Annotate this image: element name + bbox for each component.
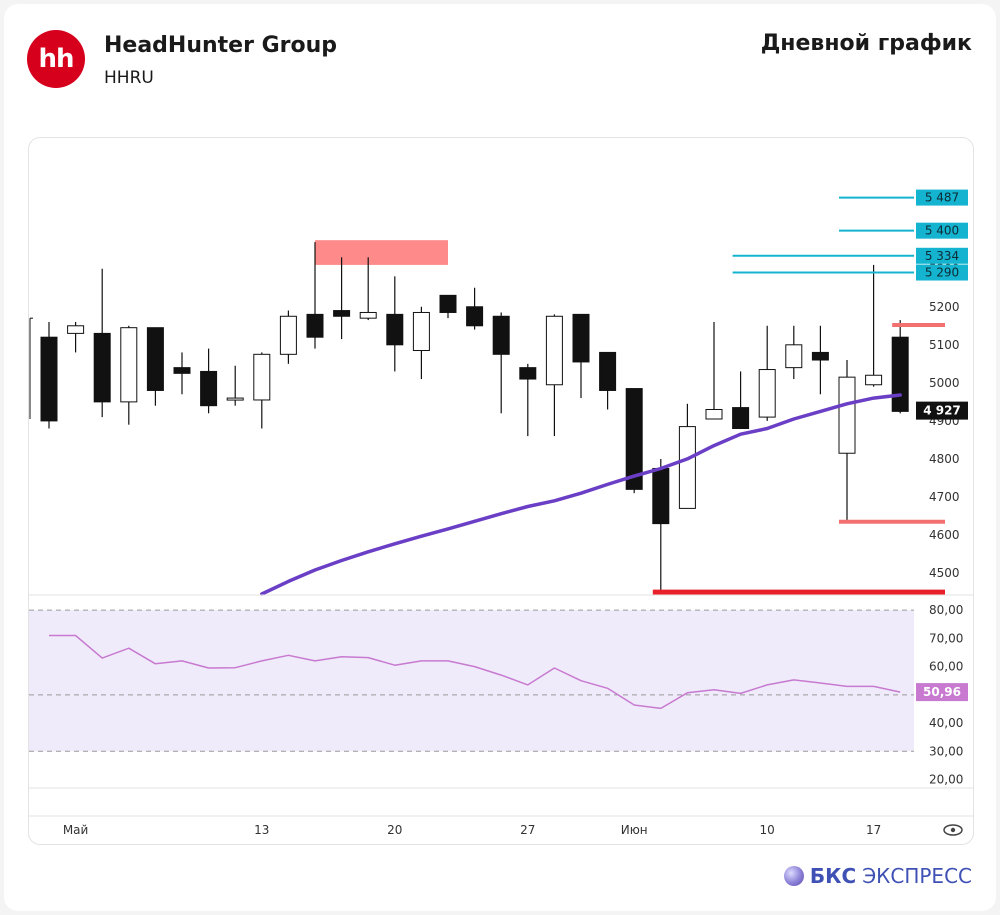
candle-body — [625, 388, 643, 490]
candle-body — [226, 397, 244, 401]
candle-body — [678, 426, 696, 509]
rsi-last-label: 50,96 — [923, 685, 961, 699]
candle-body — [200, 370, 218, 407]
level-label: 5 487 — [925, 191, 959, 205]
x-tick-label: Июн — [621, 823, 648, 837]
candle-body — [120, 327, 138, 403]
candle-body — [67, 325, 85, 334]
level-label-bg — [916, 247, 968, 264]
candle-body — [811, 351, 829, 361]
candle-body — [865, 374, 883, 386]
candle-body — [279, 315, 297, 355]
candle-body — [492, 315, 510, 355]
company-logo: hh — [27, 30, 85, 88]
price-tick-label: 5000 — [929, 376, 960, 390]
brand-rest: ЭКСПРЕСС — [862, 864, 972, 888]
candle-body — [412, 311, 430, 352]
x-tick-label: 13 — [254, 823, 269, 837]
eye-icon — [943, 824, 963, 836]
last-price-label: 4 927 — [923, 404, 961, 418]
rsi-tick-label: 80,00 — [929, 603, 963, 617]
candle-body — [545, 315, 563, 386]
rsi-band — [29, 610, 914, 752]
price-tick-label: 4700 — [929, 490, 960, 504]
candle-body — [253, 353, 271, 401]
resistance-zone — [315, 240, 448, 265]
x-tick-label: 20 — [387, 823, 402, 837]
rsi-tick-label: 70,00 — [929, 631, 963, 645]
price-tick-label: 4500 — [929, 566, 960, 580]
candle-body — [891, 336, 909, 412]
level-label-bg — [916, 189, 968, 206]
candle-body — [93, 332, 111, 403]
candle-body — [652, 467, 670, 525]
rsi-last-bg — [916, 683, 968, 702]
candle-body — [599, 351, 617, 391]
rsi-tick-label: 60,00 — [929, 660, 963, 674]
x-tick-label: 10 — [760, 823, 775, 837]
last-price-bg — [916, 401, 968, 420]
brand-sphere-icon — [783, 866, 804, 886]
candle-body — [306, 313, 324, 338]
company-name: HeadHunter Group — [104, 33, 338, 58]
candle-body — [466, 306, 484, 327]
price-tick-label: 4800 — [929, 452, 960, 466]
chart-svg: 4500460047004800490050005100520053005 48… — [29, 189, 973, 837]
candle-body — [359, 311, 377, 319]
x-tick-label: 27 — [520, 823, 535, 837]
level-label: 5 400 — [925, 224, 959, 238]
candle-body — [173, 367, 191, 374]
chart-panel: 4500460047004800490050005100520053005 48… — [28, 137, 974, 845]
x-tick-label: 17 — [866, 823, 881, 837]
price-tick-label: 5100 — [929, 338, 960, 352]
moving-average-line — [260, 393, 902, 596]
eye-icon-pupil — [950, 827, 956, 833]
rsi-tick-label: 40,00 — [929, 716, 963, 730]
rsi-line — [49, 634, 901, 710]
candle-body — [519, 367, 537, 380]
x-tick-label: Май — [63, 823, 89, 837]
brand-bold: БКС — [809, 864, 857, 888]
candle-body — [758, 369, 776, 418]
candle-body — [572, 313, 590, 363]
candle-body — [386, 313, 404, 346]
ticker-symbol: HHRU — [104, 68, 154, 88]
logo-text: hh — [38, 44, 74, 74]
chart-period-title: Дневной график — [760, 31, 972, 56]
level-label-bg — [916, 222, 968, 239]
level-label: 5 290 — [925, 266, 959, 280]
candle-body — [785, 344, 803, 369]
candle-body — [439, 294, 457, 313]
level-label: 5 334 — [925, 249, 959, 263]
price-tick-label: 4600 — [929, 528, 960, 542]
candle-body — [40, 336, 58, 422]
brand-logo: БКС ЭКСПРЕСС — [783, 864, 972, 888]
rsi-tick-label: 30,00 — [929, 744, 963, 758]
candle-body — [838, 376, 856, 454]
candle-body — [732, 407, 750, 430]
candle-body — [146, 327, 164, 391]
rsi-tick-label: 20,00 — [929, 773, 963, 787]
candle-body — [705, 408, 723, 420]
level-label-bg — [916, 264, 968, 281]
price-tick-label: 5200 — [929, 300, 960, 314]
candle-body — [333, 310, 351, 317]
